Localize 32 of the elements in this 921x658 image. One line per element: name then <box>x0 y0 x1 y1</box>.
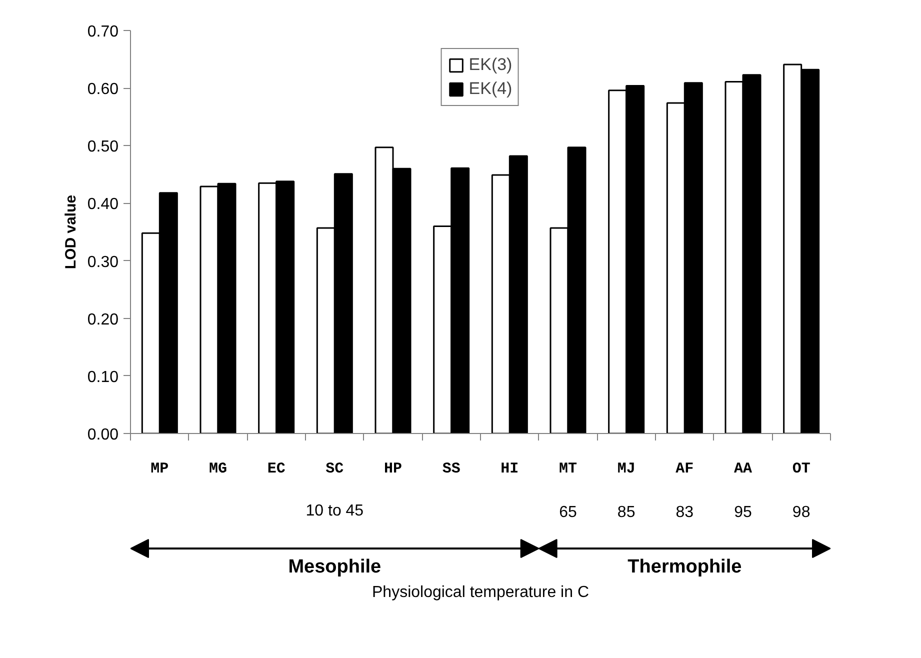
x-tick-label: MG <box>209 460 228 478</box>
x-tick-label: SS <box>442 460 460 478</box>
y-axis-title: LOD value <box>62 194 80 270</box>
y-tick-label: 0.40 <box>87 196 119 214</box>
x-tick-label: HI <box>500 460 519 478</box>
text: 85 <box>617 504 636 522</box>
legend-label: EK(4) <box>468 79 512 99</box>
x-tick-label: MT <box>559 460 578 478</box>
text: Thermophile <box>628 556 742 578</box>
x-tick-label: OT <box>792 460 810 478</box>
x-tick-label: MP <box>150 460 169 478</box>
x-tick-label: EC <box>267 460 286 478</box>
y-tick-label: 0.10 <box>87 368 119 386</box>
y-tick-label: 0.20 <box>87 311 119 328</box>
legend-label: EK(3) <box>468 55 512 75</box>
x-tick-label: SC <box>326 460 344 478</box>
x-tick-label: AA <box>734 460 752 478</box>
x-tick-label: HP <box>384 460 402 478</box>
text: 95 <box>734 504 752 522</box>
y-tick-label: 0.70 <box>87 24 119 40</box>
x-tick-label: AF <box>676 460 694 478</box>
text: 98 <box>792 504 810 522</box>
y-tick-label: 0.00 <box>87 426 119 444</box>
text: Physiological temperature in C <box>372 584 590 602</box>
y-tick-label: 0.60 <box>87 81 119 98</box>
text: Mesophile <box>288 556 382 578</box>
y-tick-label: 0.30 <box>87 254 119 271</box>
text: 83 <box>676 504 694 522</box>
y-tick-label: 0.50 <box>87 138 119 156</box>
text: 10 to 45 <box>306 502 364 520</box>
x-tick-label: MJ <box>617 460 636 478</box>
text: 65 <box>559 504 577 522</box>
